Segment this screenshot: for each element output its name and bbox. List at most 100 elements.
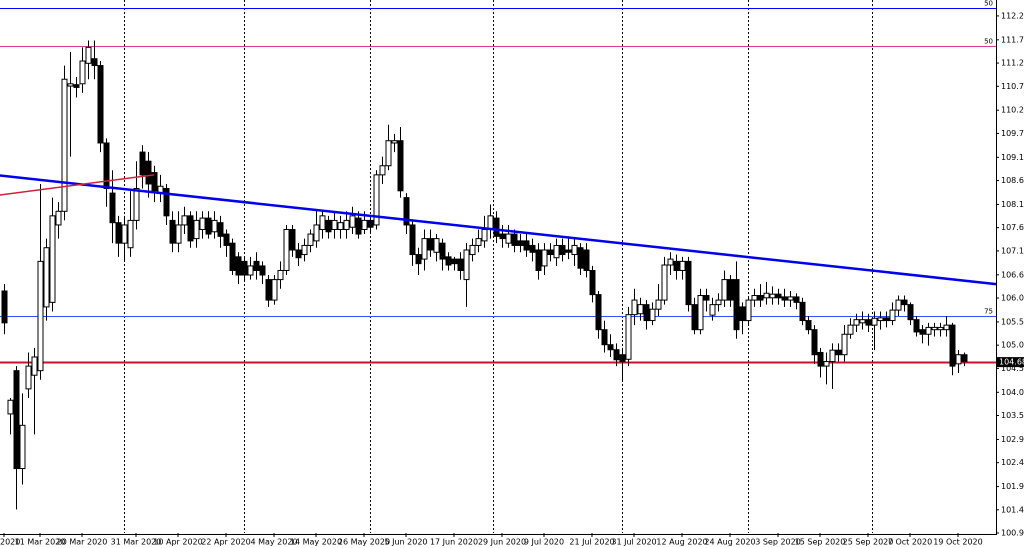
candle-body [937, 326, 944, 331]
candle-body [451, 258, 458, 265]
candle-body [601, 329, 608, 346]
candle-body [745, 299, 752, 322]
candle-body [247, 265, 254, 276]
y-tick-label: 109.710 [1001, 129, 1024, 138]
candle-body [697, 295, 704, 331]
candle-body [439, 242, 446, 260]
candle-body [325, 219, 332, 233]
x-tick-label: 7 Oct 2020 [888, 538, 932, 547]
y-tick-label: 111.765 [1001, 35, 1024, 44]
candle-body [829, 349, 836, 363]
candle-body [427, 238, 434, 251]
candle-body [223, 233, 230, 246]
candle-body [133, 188, 140, 221]
y-tick-label: 107.640 [1001, 223, 1024, 232]
candle-body [757, 295, 764, 301]
candle-body [775, 293, 782, 299]
candle-body [685, 260, 692, 306]
candle-body [619, 354, 626, 363]
candle-body [727, 279, 734, 301]
candle-body [661, 264, 668, 301]
candle-body [259, 265, 266, 276]
y-tick-label: 101.955 [1001, 482, 1024, 491]
candle-body [847, 324, 854, 335]
candle-body [955, 354, 962, 365]
candle-body [931, 326, 938, 331]
y-tick-label: 102.990 [1001, 435, 1024, 444]
y-tick-label: 104.550 [1001, 364, 1024, 373]
y-tick-label: 108.150 [1001, 200, 1024, 209]
candle-body [613, 349, 620, 361]
candle-body [811, 329, 818, 356]
candle-body [877, 317, 884, 322]
candle-body [487, 215, 494, 231]
y-tick-label: 111.255 [1001, 59, 1024, 68]
candle-body [583, 249, 590, 271]
candle-body [799, 301, 806, 322]
candle-body [715, 299, 722, 306]
candle-body [385, 140, 392, 167]
candle-body [367, 219, 374, 228]
candle-body [709, 304, 716, 316]
y-tick-label: 107.130 [1001, 246, 1024, 255]
candle-body [67, 83, 74, 87]
candle-body [163, 188, 170, 217]
candle-body [169, 219, 176, 244]
y-tick-label: 112.290 [1001, 11, 1024, 20]
candle-body [403, 197, 410, 226]
candle-body [907, 304, 914, 321]
candle-body [589, 269, 596, 296]
candle-body [199, 217, 206, 231]
candle-body [733, 279, 740, 331]
candle-body [187, 215, 194, 242]
candle-body [943, 324, 950, 331]
x-tick-label: 12 Aug 2020 [656, 538, 707, 547]
x-tick-label: 4 May 2020 [250, 538, 297, 547]
x-tick-label: 2020 [0, 538, 20, 547]
x-tick-label: 24 Aug 2020 [704, 538, 755, 547]
candle-body [85, 46, 92, 64]
candle-body [361, 219, 368, 231]
candle-body [457, 258, 464, 271]
candle-body [193, 219, 200, 240]
candle-body [541, 249, 548, 267]
trend-line [0, 174, 155, 196]
candle-body [835, 349, 842, 356]
x-tick-label: 25 Sep 2020 [843, 538, 894, 547]
candle-body [901, 299, 908, 306]
candle-body [865, 319, 872, 326]
candle-body [691, 304, 698, 331]
candle-body [529, 244, 536, 253]
candle-body [817, 351, 824, 367]
candle-body [517, 240, 524, 246]
candle-body [655, 299, 662, 310]
y-tick-label: 108.675 [1001, 176, 1024, 185]
candle-body [151, 172, 158, 192]
candle-body [913, 319, 920, 333]
candle-body [547, 249, 554, 256]
candle-body [895, 299, 902, 311]
candle-body [265, 279, 272, 301]
candle-body [217, 222, 224, 237]
candle-body [313, 224, 320, 242]
candle-body [55, 210, 62, 226]
candle-body [805, 320, 812, 331]
x-tick-label: 26 May 2020 [338, 538, 390, 547]
candle-body [181, 215, 188, 226]
x-tick-label: 10 Apr 2020 [153, 538, 202, 547]
candle-body [781, 296, 788, 301]
candle-body [883, 317, 890, 322]
candle-body [343, 219, 350, 231]
candle-body [13, 370, 20, 470]
y-tick-label: 110.745 [1001, 82, 1024, 91]
y-tick-label: 104.025 [1001, 388, 1024, 397]
y-tick-label: 105.060 [1001, 341, 1024, 350]
x-tick-label: 3 Sep 2020 [755, 538, 801, 547]
y-tick-label: 101.445 [1001, 505, 1024, 514]
candle-body [703, 295, 710, 301]
candle-body [145, 160, 152, 185]
candle-body [43, 247, 50, 308]
candle-body [871, 317, 878, 326]
candle-body [91, 58, 98, 67]
